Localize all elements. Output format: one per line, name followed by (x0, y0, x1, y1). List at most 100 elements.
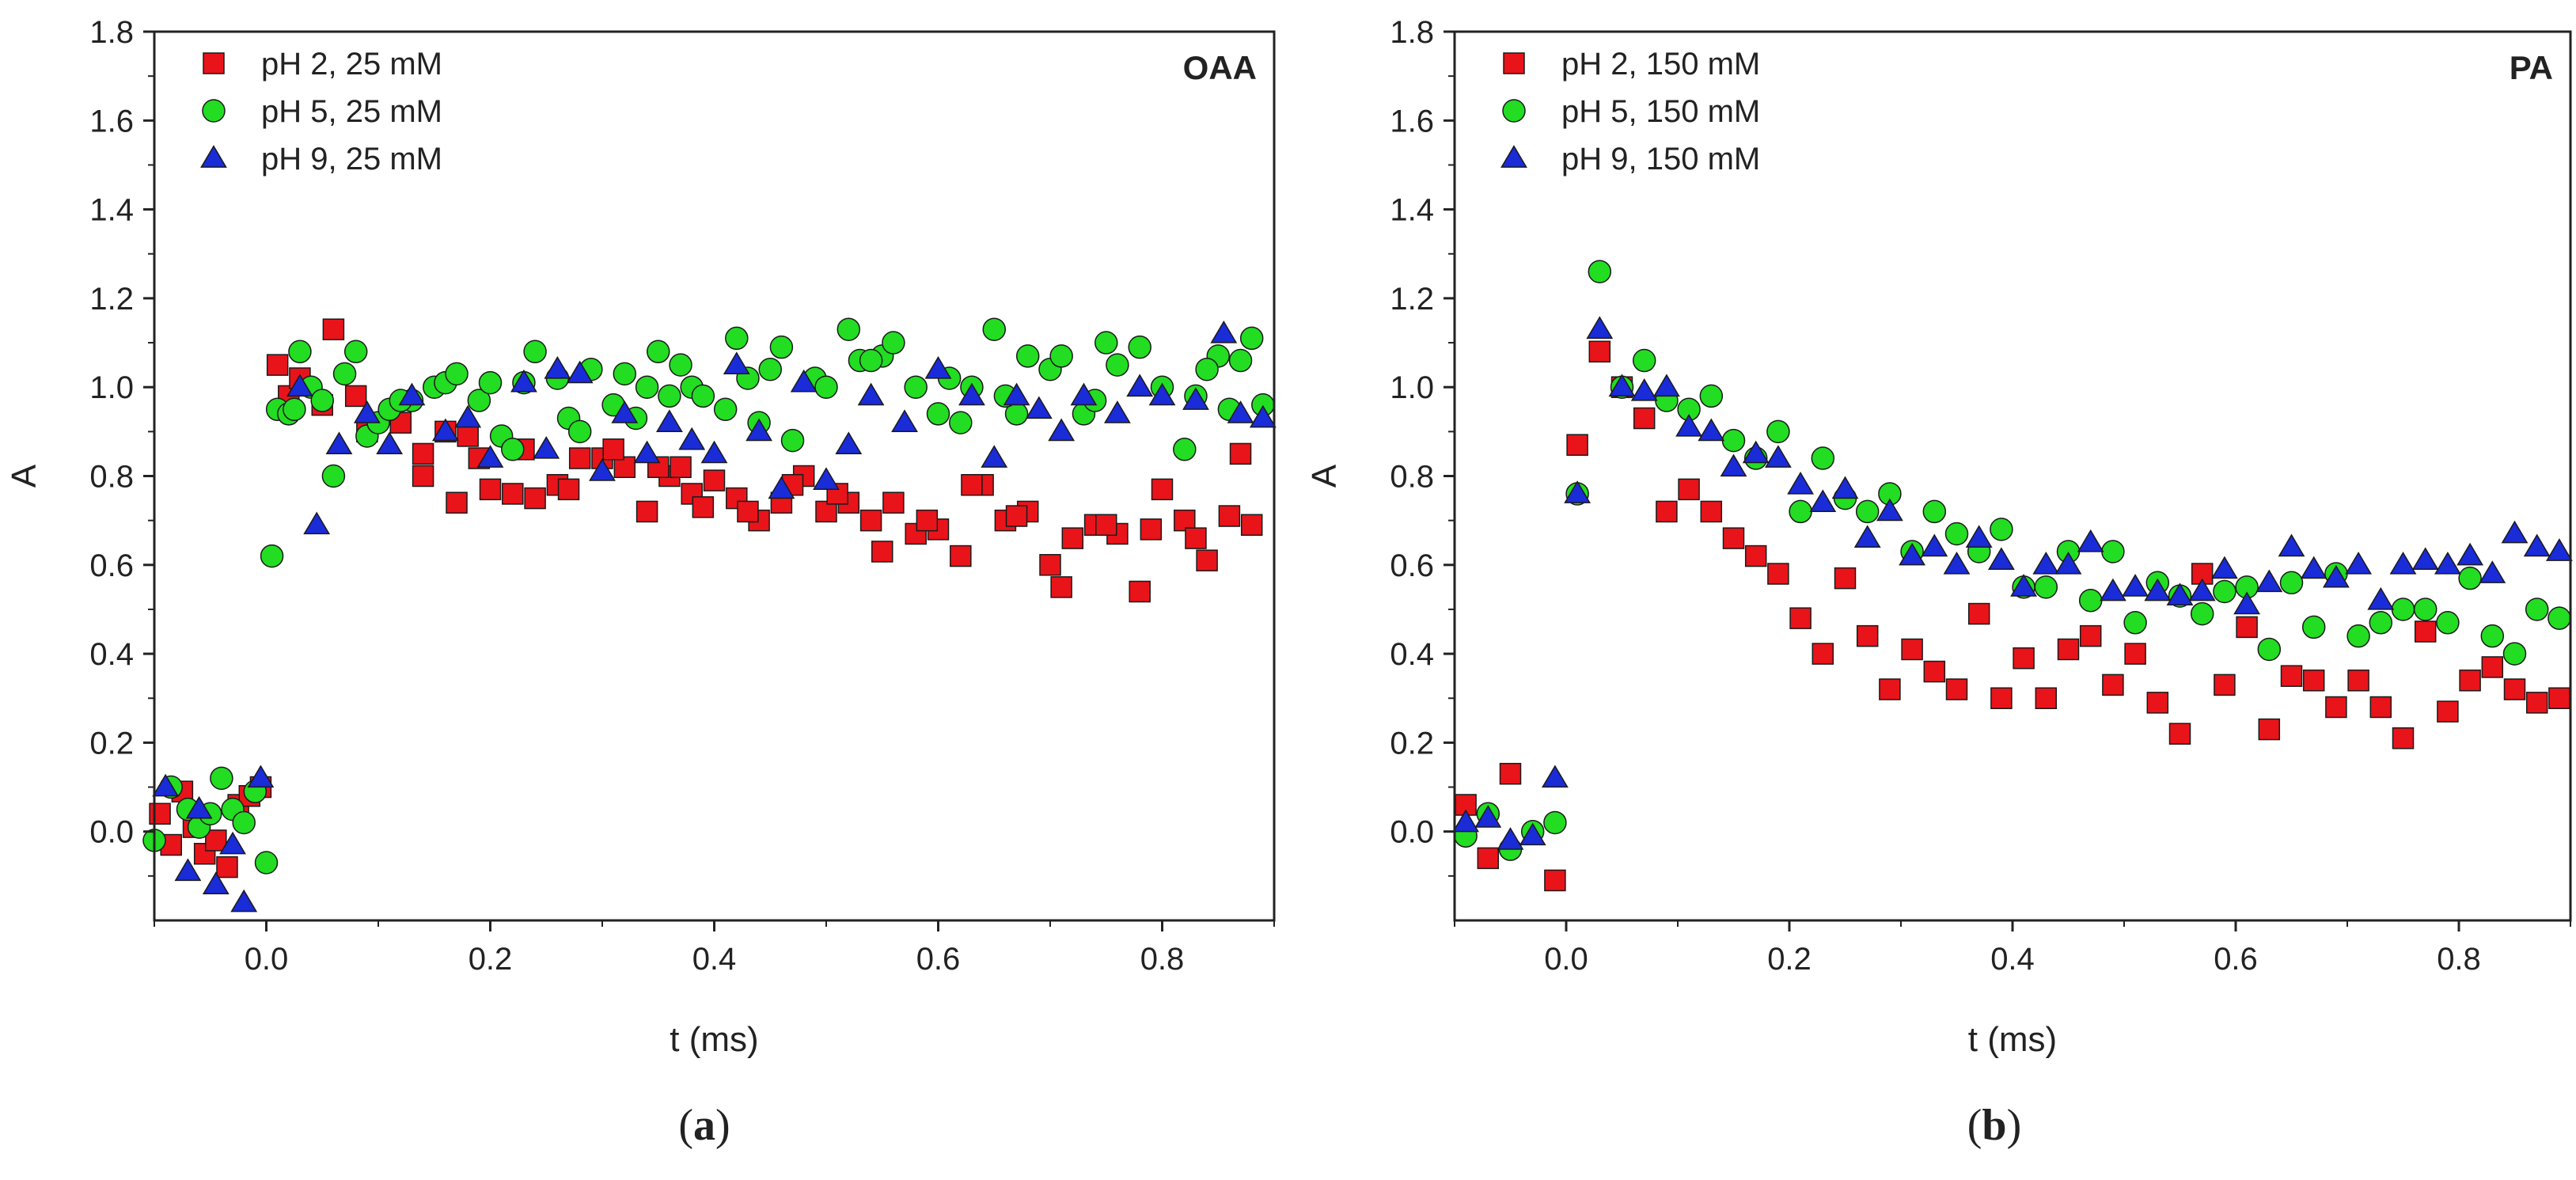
panel-b-x-tick-label: 0.0 (1544, 942, 1588, 977)
panel-b-series-3-point (1965, 525, 1993, 548)
panel-a-series-2-point (1106, 353, 1129, 377)
panel-b-tag: PA (2510, 49, 2553, 86)
panel-a-series-3-point (376, 431, 404, 455)
panel-b-series-1-point (2168, 723, 2191, 745)
panel-b-series-1-point (1588, 340, 1611, 363)
panel-b-series-3-point (1519, 822, 1546, 846)
panel-b-y-tick-label: 0.4 (1390, 637, 1434, 672)
panel-b-series-3-point (2411, 547, 2439, 571)
panel-a-series-3-point (1227, 400, 1254, 423)
panel-b-series-3-point (1474, 805, 1502, 828)
panel-a-series-2-point (283, 397, 306, 422)
panel-a-series-1-point (1005, 505, 1028, 527)
panel-a-series-1-point (737, 500, 759, 523)
panel-b-series-3-point (1921, 533, 1948, 557)
panel-b-series-3-point (2233, 591, 2261, 615)
panel-b-series-1-point (2525, 692, 2548, 714)
panel-b-series-1-point (2057, 638, 2080, 661)
panel-a-series-2-point (310, 389, 334, 412)
panel-b-series-1-point (1834, 567, 1857, 590)
panel-a-series-3-point (790, 369, 818, 393)
panel-a-x-tick-label: 0.0 (245, 942, 289, 977)
panel-a-series-2-point (232, 810, 256, 835)
panel-b-series-2-point (2458, 566, 2482, 590)
panel-a-series-3-point (589, 458, 616, 481)
panel-a-legend-symbol-1 (203, 52, 225, 74)
panel-b-series-2-point (2301, 615, 2326, 639)
panel-b-series-3-point (1987, 547, 2015, 571)
panel-a-series-3-point (230, 889, 258, 913)
panel-b-series-3-point (2479, 560, 2506, 583)
panel-a-series-1-point (1129, 580, 1151, 603)
panel-a-series-2-point (1049, 344, 1073, 368)
panel-b-series-2-point (1811, 446, 1835, 470)
panel-a-series-2-point (1239, 326, 1264, 351)
panel-b-series-3-point (2389, 552, 2417, 575)
panel-b-series-3-point (2188, 578, 2216, 601)
panel-b-series-3-point (1586, 316, 1614, 340)
panel-b-series-1-point (1633, 407, 1656, 430)
panel-a-series-2-point (1128, 335, 1151, 359)
panel-a-series-1-point (1185, 527, 1207, 549)
panel-a-series-1-point (446, 491, 468, 514)
panel-a-series-1-point (635, 500, 658, 523)
panel-b-series-1-point (1566, 434, 1588, 456)
panel-a-series-3-point (431, 418, 459, 442)
panel-a-series-1-point (1050, 576, 1072, 598)
panel-b-series-1-point (1700, 500, 1723, 523)
panel-a-y-tick-label: 1.8 (89, 15, 134, 50)
panel-b-series-3-point (2545, 538, 2573, 561)
panel-a-series-1-point (1151, 478, 1174, 501)
panel-a-x-tick-label: 0.8 (1140, 942, 1185, 977)
panel-a-series-3-point (655, 409, 683, 432)
panel-b-series-3-point (2144, 578, 2172, 601)
panel-b-series-1-point (2214, 673, 2236, 696)
panel-a-series-1-point (1095, 514, 1117, 537)
panel-a-series-1-point (479, 478, 502, 501)
panel-a-series-3-point (1182, 387, 1209, 410)
panel-b: 0.0 0.2 0.4 0.6 0.8 0.0 0.2 0.4 0.6 0.8 1.0 1.2 1.4 1… (1305, 15, 2573, 1150)
panel-b-x-axis-title: t (ms) (1968, 1020, 2057, 1059)
panel-b-legend-symbol-3 (1500, 145, 1527, 168)
panel-a-y-tick-label: 1.4 (89, 193, 134, 228)
panel-b-data-marks (1452, 260, 2573, 892)
panel-a-series-2-point (343, 340, 368, 364)
panel-b-series-1-point (2347, 670, 2369, 692)
panel-b-y-tick-label: 0.0 (1390, 815, 1434, 850)
panel-a-series-3-point (611, 400, 639, 423)
panel-b-y-tick-label: 1.8 (1390, 15, 1434, 50)
panel-a-series-1-point (557, 478, 580, 501)
panel-b-series-3-point (1452, 809, 1480, 833)
panel-b-series-2-point (2436, 611, 2460, 635)
panel-b-series-2-point (2078, 588, 2103, 613)
panel-a-series-3-point (247, 765, 275, 788)
panel-b-series-2-point (1990, 518, 2013, 541)
panel-b-series-3-point (1853, 525, 1881, 548)
panel-b-series-2-point (1588, 260, 1612, 283)
panel-b-series-1-point (2280, 665, 2303, 687)
panel-b-y-axis-title: A (1305, 464, 1344, 488)
panel-b-series-2-point (1789, 499, 1812, 524)
panel-b-y-tick-label: 1.4 (1390, 193, 1434, 228)
panel-b-y-tick-label: 0.6 (1390, 548, 1434, 583)
panel-b-series-1-point (1744, 544, 1767, 567)
panel-b-series-2-point (2391, 598, 2415, 621)
panel-b-series-1-point (2503, 678, 2526, 700)
panel-a-series-1-point (602, 438, 624, 461)
panel-b-series-3-point (1608, 374, 1636, 397)
panel-b-series-3-point (2456, 542, 2484, 566)
panel-a-series-2-point (478, 370, 503, 395)
panel-a-series-3-point (1070, 382, 1098, 406)
panel-b-series-1-point (2369, 696, 2392, 719)
panel-a-series-3-point (678, 427, 706, 450)
panel-b-series-2-point (2346, 624, 2370, 648)
panel-b-series-3-point (1541, 765, 1569, 788)
panel-b-legend-symbol-2 (1502, 99, 1526, 123)
panel-a-legend-marker-ph2 (203, 52, 225, 74)
panel-a-series-1-point (205, 829, 227, 852)
panel-a-series-1-point (681, 483, 703, 505)
panel-a-series-3-point (476, 445, 504, 468)
panel-b-series-1-point (2102, 673, 2124, 696)
panel-b-series-1-point (2302, 670, 2325, 692)
